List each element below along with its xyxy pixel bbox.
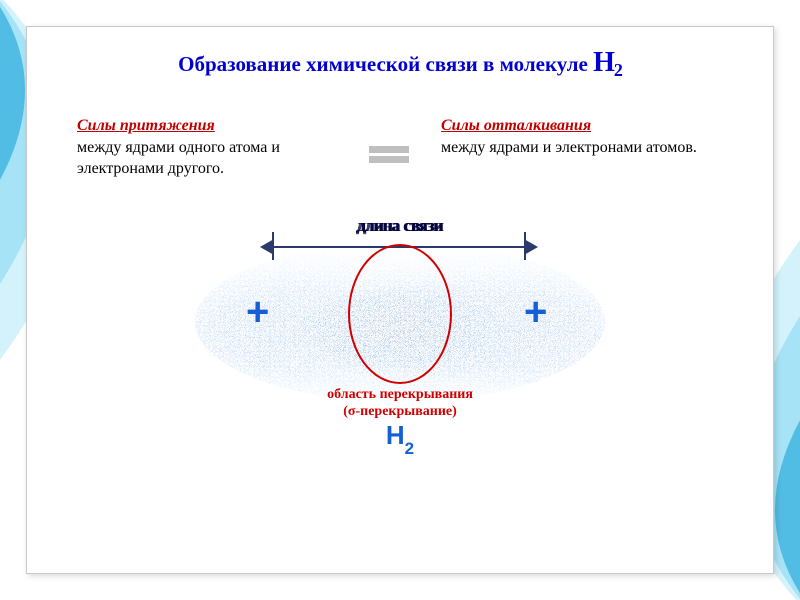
equals-icon bbox=[365, 115, 413, 180]
overlap-label: область перекрывания (σ-перекрывание) bbox=[200, 386, 600, 421]
title-molecule: H2 bbox=[593, 47, 622, 78]
bond-length-label: длина связи bbox=[200, 216, 600, 236]
molecule-label: H2 bbox=[200, 420, 600, 455]
forces-columns: Силы притяжения между ядрами одного атом… bbox=[27, 115, 773, 180]
repulsion-body: между ядрами и электронами атомов. bbox=[441, 139, 697, 156]
attraction-column: Силы притяжения между ядрами одного атом… bbox=[77, 115, 337, 180]
page-title: Образование химической связи в молекуле … bbox=[27, 47, 773, 79]
slide-frame: Образование химической связи в молекуле … bbox=[26, 26, 774, 574]
title-prefix: Образование химической связи в молекуле bbox=[178, 52, 593, 76]
arrow-tick-right bbox=[524, 232, 526, 260]
overlap-ellipse bbox=[348, 244, 452, 384]
h2-diagram: длина связи bbox=[200, 210, 600, 460]
attraction-body: между ядрами одного атома и электронами … bbox=[77, 139, 280, 178]
arrow-head-right bbox=[524, 239, 538, 255]
repulsion-heading: Силы отталкивания bbox=[441, 117, 591, 134]
attraction-heading: Силы притяжения bbox=[77, 117, 215, 134]
nucleus-left: + bbox=[246, 292, 269, 332]
nucleus-right: + bbox=[524, 292, 547, 332]
repulsion-column: Силы отталкивания между ядрами и электро… bbox=[441, 115, 701, 180]
